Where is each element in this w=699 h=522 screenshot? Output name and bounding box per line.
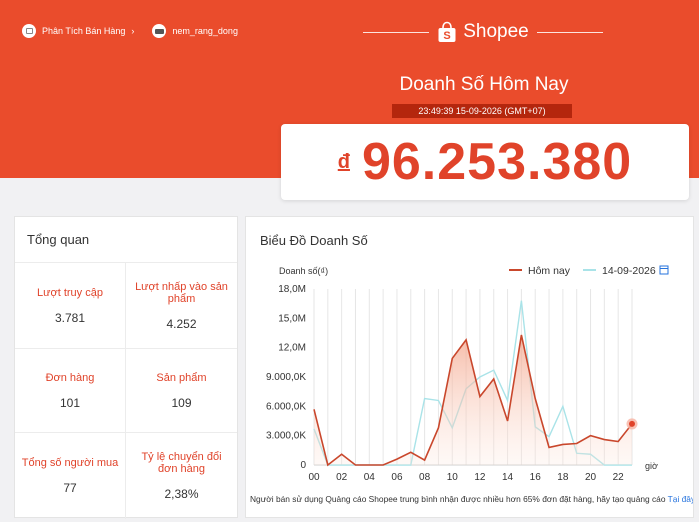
breadcrumb-analytics-label: Phân Tích Bán Hàng bbox=[42, 26, 126, 36]
series-line-today bbox=[313, 334, 633, 467]
x-tick-label: 18 bbox=[557, 472, 569, 483]
brand-divider-right bbox=[536, 31, 603, 33]
metric-value: 101 bbox=[59, 395, 81, 410]
x-tick-label: 20 bbox=[585, 472, 597, 483]
brand-divider-left bbox=[363, 31, 430, 33]
metric-orders[interactable]: Đơn hàng 101 bbox=[15, 349, 126, 433]
breadcrumb: Phân Tích Bán Hàng › nem_rang_dong bbox=[22, 24, 238, 38]
live-timestamp: 23:49:39 15-09-2026 (GMT+07) bbox=[392, 104, 572, 118]
x-tick-label: 14 bbox=[502, 472, 514, 483]
metric-value: 4.252 bbox=[166, 316, 197, 331]
y-tick-label: 6.000,0K bbox=[266, 401, 306, 412]
x-tick-label: 16 bbox=[530, 472, 542, 483]
x-axis-label: giờ bbox=[645, 461, 658, 471]
metric-label: Lượt truy cập bbox=[37, 286, 103, 299]
x-tick-label: 02 bbox=[336, 472, 348, 483]
create-ads-link[interactable]: Tại đây ! bbox=[667, 494, 694, 504]
chevron-right-icon: › bbox=[131, 26, 135, 36]
overview-title: Tổng quan bbox=[15, 217, 237, 263]
breadcrumb-analytics[interactable]: Phân Tích Bán Hàng › bbox=[22, 24, 134, 38]
metric-product-clicks[interactable]: Lượt nhấp vào sản phẩm 4.252 bbox=[126, 263, 237, 349]
legend-label-yesterday: 14-09-2026 bbox=[602, 265, 656, 277]
series-area-today bbox=[314, 334, 632, 465]
y-axis-label: Doanh số(₫) bbox=[279, 266, 328, 276]
calendar-icon[interactable] bbox=[659, 265, 669, 275]
metric-value: 2,38% bbox=[164, 487, 199, 501]
y-tick-label: 18,0M bbox=[278, 284, 306, 295]
y-tick-label: 9.000,0K bbox=[266, 372, 306, 383]
x-tick-label: 12 bbox=[474, 472, 486, 483]
page-title: Doanh Số Hôm Nay bbox=[399, 74, 569, 95]
x-tick-label: 00 bbox=[308, 472, 320, 483]
metric-label: Sản phẩm bbox=[156, 371, 207, 384]
overview-panel: Tổng quan Lượt truy cập 3.781 Lượt nhấp … bbox=[14, 216, 238, 519]
shopping-bag-icon: S bbox=[438, 21, 456, 42]
chart-title: Biểu Đồ Doanh Số bbox=[260, 233, 368, 248]
current-point-marker bbox=[629, 420, 635, 427]
y-tick-label: 0 bbox=[300, 460, 306, 471]
legend-label-today: Hôm nay bbox=[528, 265, 571, 277]
breadcrumb-shop-label: nem_rang_dong bbox=[172, 26, 238, 36]
ads-footnote: Người bán sử dụng Quảng cáo Shopee trung… bbox=[250, 494, 694, 504]
metric-value: 3.781 bbox=[54, 310, 86, 325]
x-tick-label: 08 bbox=[419, 472, 431, 483]
metric-value: 109 bbox=[171, 395, 192, 410]
y-tick-label: 15,0M bbox=[278, 313, 306, 324]
shopee-brand: S Shopee bbox=[360, 16, 606, 48]
ads-footnote-text: Người bán sử dụng Quảng cáo Shopee trung… bbox=[250, 494, 668, 504]
y-tick-label: 12,0M bbox=[278, 343, 306, 354]
revenue-card: đ 96.253.380 bbox=[281, 124, 689, 200]
metric-label: Tổng số người mua bbox=[21, 457, 119, 469]
sales-chart-panel: Biểu Đồ Doanh Số 0 3.000,0K 6.000,0K 9.000,… bbox=[245, 216, 694, 518]
svg-text:S: S bbox=[444, 30, 451, 42]
x-tick-label: 06 bbox=[391, 472, 403, 483]
metric-visits[interactable]: Lượt truy cập 3.781 bbox=[15, 263, 126, 349]
metric-label: Lượt nhấp vào sản phẩm bbox=[135, 280, 228, 305]
metric-conversion-rate[interactable]: Tỷ lệ chuyển đổi đơn hàng 2,38% bbox=[126, 433, 237, 519]
brand-name: Shopee bbox=[463, 21, 529, 42]
shop-avatar bbox=[152, 24, 167, 38]
metric-products[interactable]: Sản phẩm 109 bbox=[126, 349, 237, 433]
x-tick-label: 22 bbox=[613, 472, 625, 483]
metric-value: 77 bbox=[63, 481, 77, 495]
shopee-logo: S Shopee bbox=[437, 21, 529, 43]
revenue-amount: 96.253.380 bbox=[361, 133, 633, 191]
metric-label: Đơn hàng bbox=[45, 371, 95, 384]
metric-buyers[interactable]: Tổng số người mua 77 bbox=[15, 433, 126, 519]
x-tick-label: 04 bbox=[364, 472, 376, 483]
metric-label: Tỷ lệ chuyển đổi đơn hàng bbox=[141, 451, 222, 475]
y-tick-label: 3.000,0K bbox=[266, 431, 306, 442]
analytics-icon bbox=[22, 24, 36, 38]
breadcrumb-shop[interactable]: nem_rang_dong bbox=[152, 24, 238, 38]
x-tick-label: 10 bbox=[447, 472, 459, 483]
metrics-grid: Lượt truy cập 3.781 Lượt nhấp vào sản ph… bbox=[15, 263, 237, 519]
currency-symbol: đ bbox=[337, 150, 350, 173]
sales-line-chart[interactable]: 0 3.000,0K 6.000,0K 9.000,0K 12,0M 15,0M 18,0M… bbox=[246, 217, 694, 518]
